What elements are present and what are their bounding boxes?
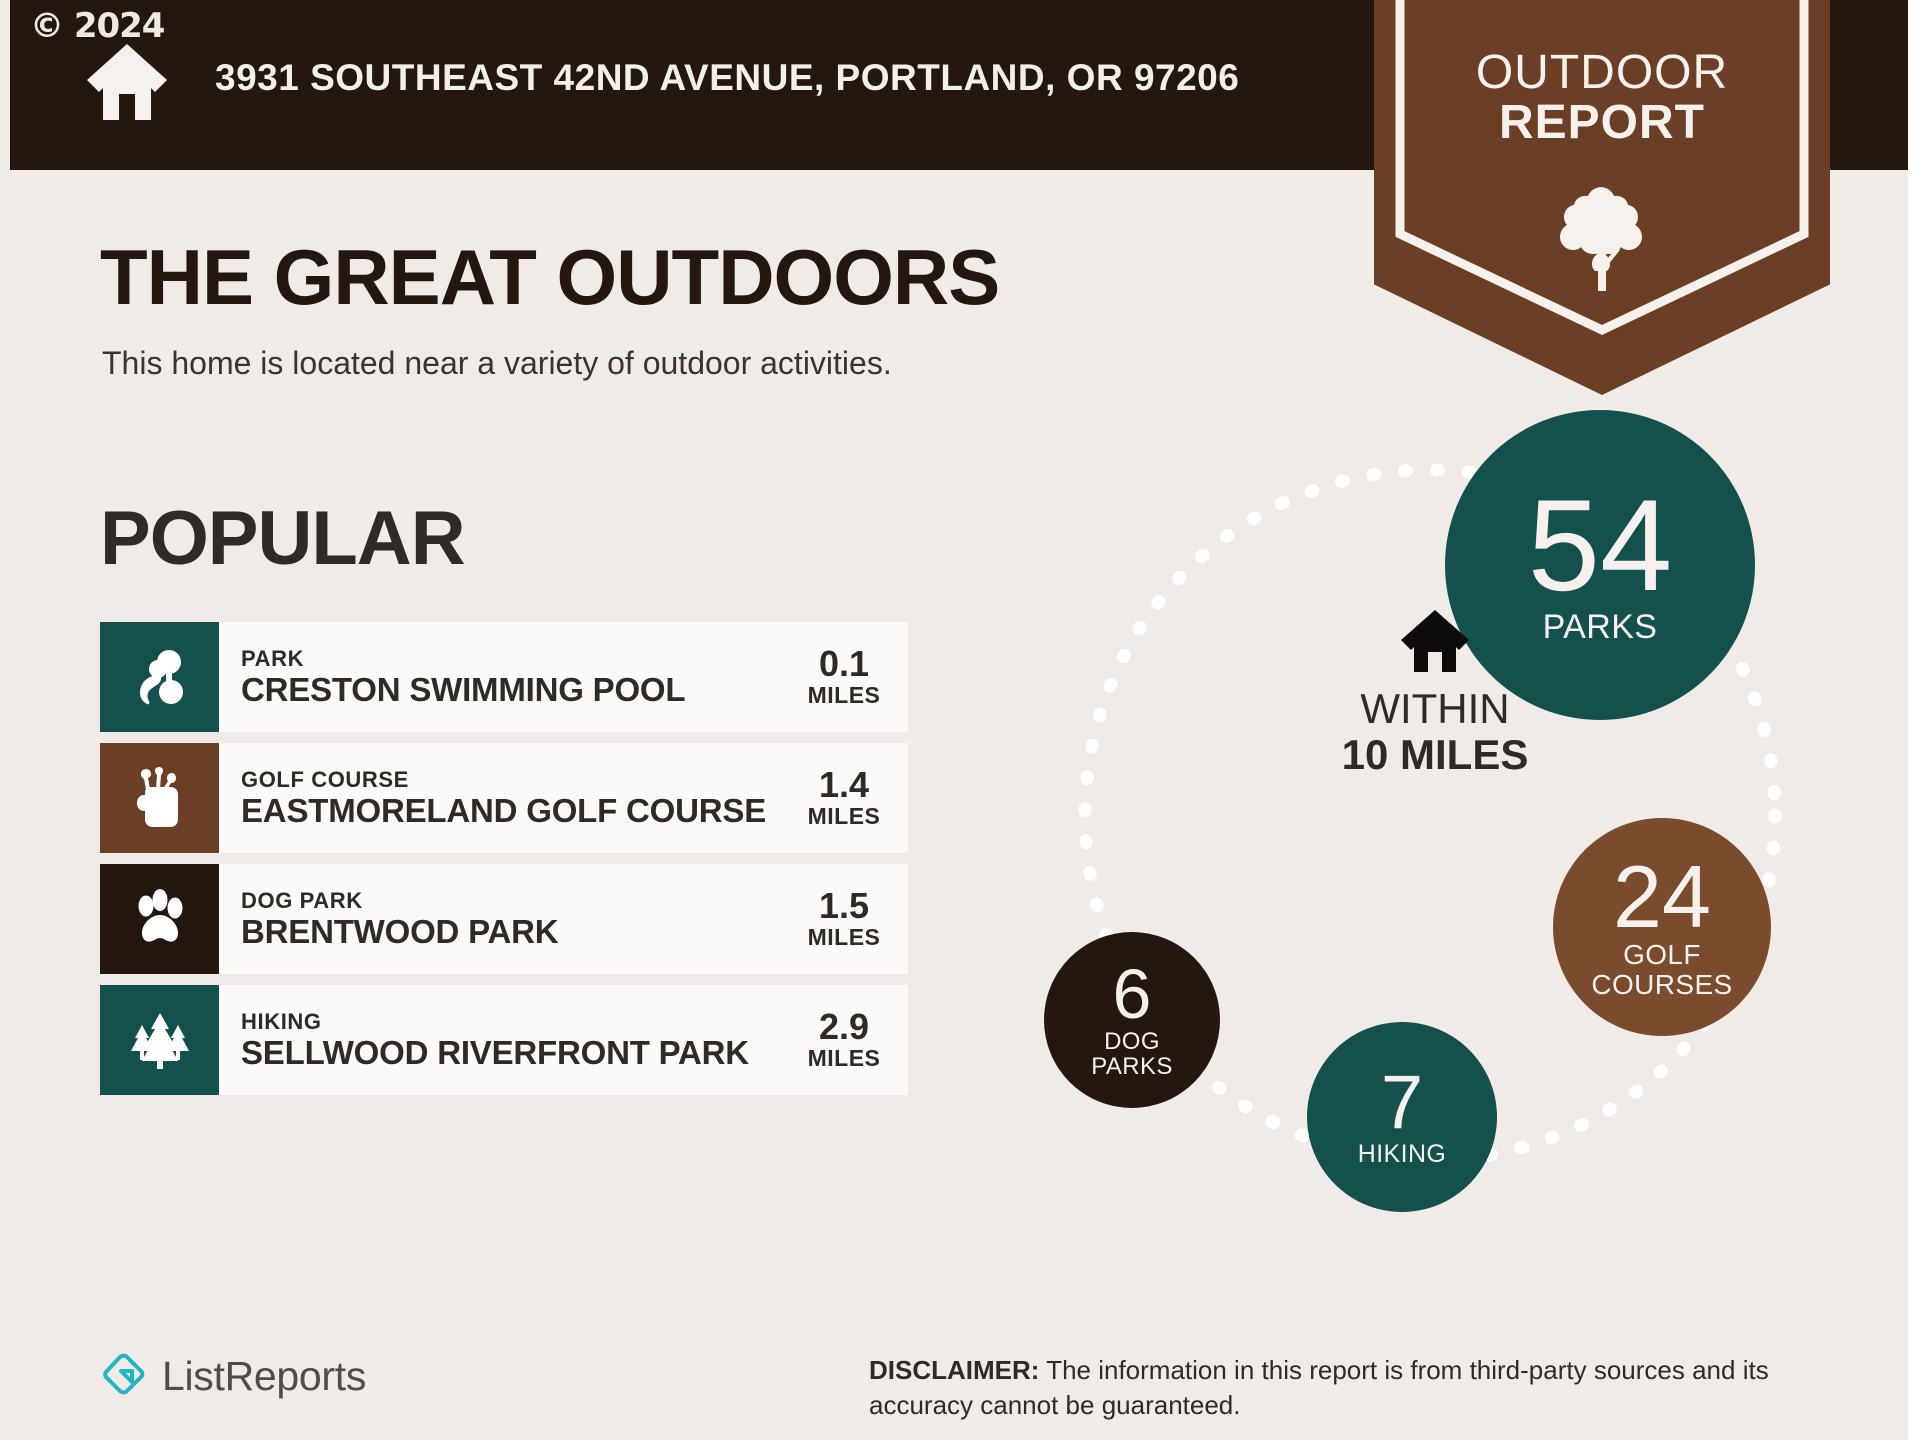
list-item-category: HIKING [241,1008,322,1034]
distance-value: 1.4 [818,763,870,805]
property-address: 3931 SOUTHEAST 42ND AVENUE, PORTLAND, OR… [215,57,1240,98]
list-item-distance: 1.4 MILES [786,743,908,853]
list-item[interactable]: PARK CRESTON SWIMMING POOL 0.1 MILES [100,622,908,732]
stat-label-line2: PARKS [1091,1053,1173,1081]
copyright-label: © 2024 [30,6,165,46]
distance-unit: MILES [807,924,881,951]
diagram-center: WITHIN 10 MILES [1285,608,1585,778]
list-item[interactable]: GOLF COURSE EASTMORELAND GOLF COURSE 1.4… [100,743,908,853]
park-trees-icon [100,622,219,732]
amenities-circle-diagram: 54 PARKS 24 GOLF COURSES 6 DOG PARKS 7 H… [1030,410,1840,1230]
center-label-line2: 10 MILES [1341,731,1529,779]
listreports-wordmark: ListReports [162,1353,367,1399]
list-item-name: SELLWOOD RIVERFRONT PARK [241,1034,749,1072]
list-item-distance: 1.5 MILES [786,864,908,974]
golf-bag-icon [100,743,219,853]
badge-title-line1: OUTDOOR [1475,46,1729,99]
badge-title: OUTDOOR REPORT [1374,46,1830,150]
disclaimer-label: DISCLAIMER: [869,1355,1040,1385]
stat-label: HIKING [1357,1139,1447,1168]
list-item-category: GOLF COURSE [241,766,409,792]
listreports-logo[interactable]: ListReports [100,1350,366,1403]
stat-bubble-hiking: 7 HIKING [1307,1022,1497,1212]
distance-unit: MILES [807,682,881,709]
distance-value: 2.9 [818,1005,870,1047]
center-label-line1: WITHIN [1360,685,1510,732]
list-item-text: GOLF COURSE EASTMORELAND GOLF COURSE [219,743,786,853]
disclaimer-text: The information in this report is from t… [869,1355,1769,1420]
distance-value: 1.5 [818,884,870,926]
distance-unit: MILES [807,1045,881,1072]
home-icon [1285,608,1585,679]
stat-bubble-dog-parks: 6 DOG PARKS [1044,932,1220,1108]
stat-value: 24 [1613,846,1711,946]
page-title: THE GREAT OUTDOORS [100,233,1000,321]
list-item-text: PARK CRESTON SWIMMING POOL [219,622,786,732]
badge-inner-border [1395,0,1809,335]
stat-bubble-golf-courses: 24 GOLF COURSES [1553,818,1771,1036]
paw-print-icon [100,864,219,974]
stat-label-line2: COURSES [1591,968,1733,1000]
list-item-text: HIKING SELLWOOD RIVERFRONT PARK [219,985,786,1095]
popular-section-title: POPULAR [100,496,466,581]
stat-label-line1: DOG [1104,1028,1160,1056]
list-item-category: PARK [241,645,305,671]
stat-value: 54 [1527,472,1673,619]
list-item-name: EASTMORELAND GOLF COURSE [241,792,767,830]
popular-list: PARK CRESTON SWIMMING POOL 0.1 MILES [100,622,908,1106]
stat-bubble-parks: 54 PARKS [1445,410,1755,720]
stat-value: 7 [1380,1059,1424,1145]
list-item[interactable]: HIKING SELLWOOD RIVERFRONT PARK 2.9 MILE… [100,985,908,1095]
list-item-distance: 2.9 MILES [786,985,908,1095]
listreports-house-icon [100,1350,148,1403]
distance-unit: MILES [807,803,881,830]
stat-value: 6 [1112,954,1152,1033]
distance-value: 0.1 [818,642,870,684]
stat-label: PARKS [1542,607,1658,646]
list-item-name: BRENTWOOD PARK [241,913,559,951]
stat-label-line1: GOLF [1623,939,1701,971]
list-item[interactable]: DOG PARK BRENTWOOD PARK 1.5 MILES [100,864,908,974]
page-subtitle: This home is located near a variety of o… [102,345,892,381]
list-item-text: DOG PARK BRENTWOOD PARK [219,864,786,974]
outdoor-report-badge: OUTDOOR REPORT [1374,0,1830,395]
home-icon [85,42,169,127]
left-edge-strip [0,0,10,1440]
disclaimer: DISCLAIMER: The information in this repo… [869,1353,1859,1423]
list-item-name: CRESTON SWIMMING POOL [241,671,686,709]
list-item-distance: 0.1 MILES [786,622,908,732]
tree-icon [1555,185,1649,298]
pine-trees-icon [100,985,219,1095]
right-edge-strip [1908,0,1920,1440]
badge-title-line2: REPORT [1498,96,1705,150]
list-item-category: DOG PARK [241,887,363,913]
